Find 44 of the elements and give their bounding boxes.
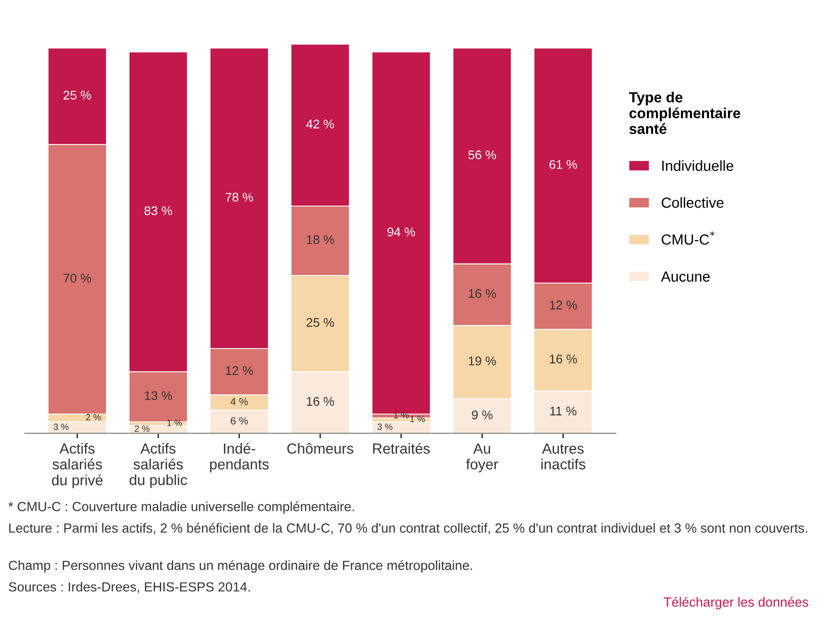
legend-label: Individuelle [662,160,734,171]
source-note: Sources : Irdes-Drees, EHIS-ESPS 2014. [8,582,250,594]
data-label: 16 % [468,289,496,298]
data-label: 16 % [306,396,334,406]
data-label: 4 % [230,398,248,406]
data-label: 3 % [378,424,392,430]
x-tick-label: Retraités [373,442,430,454]
data-label: 25 % [64,90,92,100]
data-label: 2 % [134,425,150,432]
text: Télécharger les données [664,596,808,610]
legend-label: Aucune [660,272,710,282]
text: Champ : Personnes vivant dans un ménage ordinaire de France métropolitaine. [8,560,472,573]
x-tick-label: Actifs salariés du privé [52,443,103,488]
data-label: 16 % [550,354,577,364]
data-label: 3 % [54,424,69,430]
data-label: 12 % [226,366,254,375]
data-label: 13 % [144,391,172,400]
data-label: 1 % [410,416,425,422]
legend-title: Type de complémentaire santé [629,92,740,134]
data-label: 94 % [388,227,415,236]
legend-label: Collective [662,197,724,208]
data-label: 18 % [306,235,334,244]
data-label: 70 % [64,274,92,283]
data-label: 11 % [550,406,576,416]
data-label: 2 % [86,414,101,420]
data-label: 25 % [306,318,334,327]
x-tick-label: Indé- pendants [210,442,269,472]
data-label: 19 % [468,356,496,366]
data-label: 6 % [230,417,248,425]
data-label: 83 % [144,206,172,216]
x-tick-label: Au foyer [466,444,498,472]
text: Lecture : Parmi les actifs, 2 % bénéficient de la CMU-C, 70 % d'un contrat collectif, 25 % d'un contrat individuel et 3 % sont non couverts. [9,522,808,534]
data-label: 42 % [306,120,334,128]
data-label: 9 % [472,410,492,420]
legend-label: CMU-C$^{*}$ [662,231,714,245]
data-label: 61 % [550,160,577,169]
x-tick-label: Autres inactifs [541,444,586,470]
text: * CMU-C : Couverture maladie universelle complémentaire. [8,501,354,514]
x-tick-label: Chômeurs [287,442,354,454]
data-label: 56 % [468,150,496,160]
data-label: 1 % [167,420,182,426]
data-label: 78 % [226,192,254,202]
x-tick-label: Actifs salariés du public [130,443,188,488]
data-label: 12 % [550,300,577,310]
